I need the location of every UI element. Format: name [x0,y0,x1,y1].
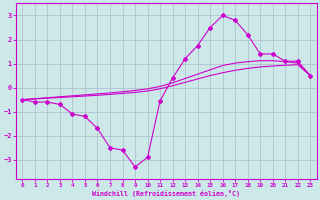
X-axis label: Windchill (Refroidissement éolien,°C): Windchill (Refroidissement éolien,°C) [92,190,240,197]
